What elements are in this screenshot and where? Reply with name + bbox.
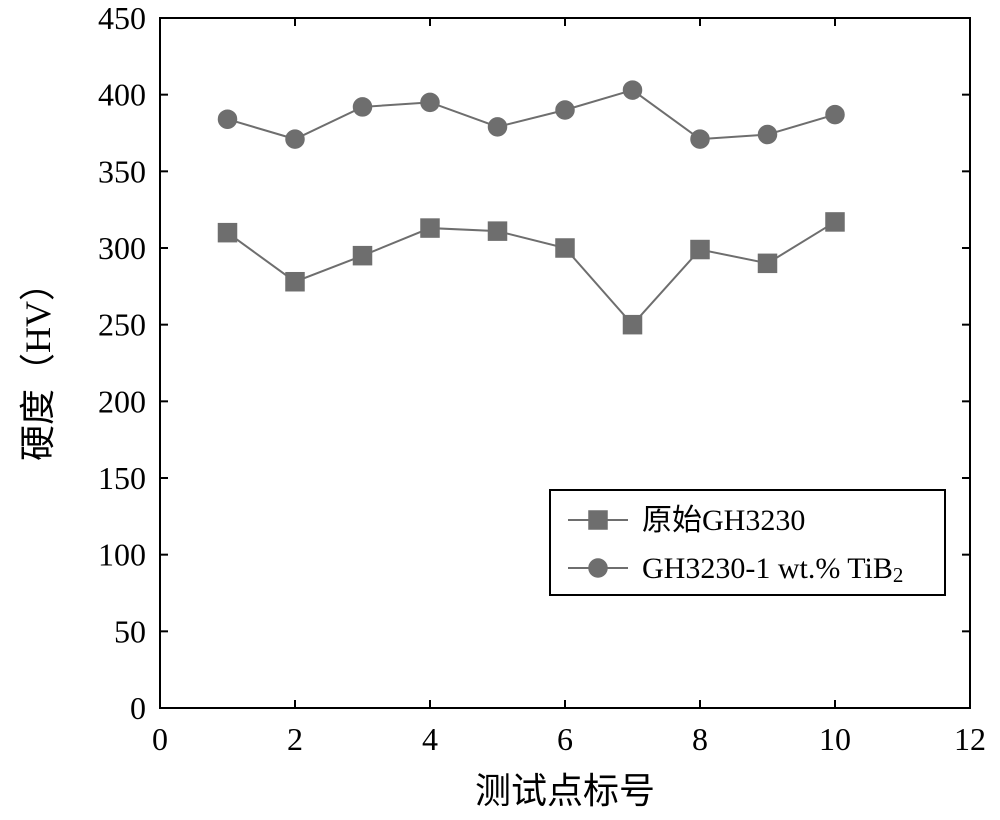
chart-svg: 0 2 4 6 8 10 12 0 50 100 150 200 250 300 350 400 450 测试点标… [0, 0, 1000, 820]
marker-square [759, 254, 777, 272]
x-tick-label: 4 [422, 721, 438, 757]
marker-circle [691, 130, 709, 148]
x-axis-label: 测试点标号 [475, 771, 655, 811]
marker-square [489, 222, 507, 240]
marker-circle [286, 130, 304, 148]
series-line [228, 222, 836, 325]
y-tick-label: 300 [98, 230, 146, 266]
y-tick-label: 250 [98, 307, 146, 343]
marker-circle [489, 118, 507, 136]
y-tick-label: 50 [114, 613, 146, 649]
y-tick-label: 350 [98, 153, 146, 189]
x-tick-label: 0 [152, 721, 168, 757]
marker-circle [421, 93, 439, 111]
marker-square [286, 273, 304, 291]
marker-square [421, 219, 439, 237]
legend-item-label: GH3230-1 wt.% TiB2 [642, 552, 903, 587]
y-tick-label: 0 [130, 690, 146, 726]
x-tick-label: 12 [954, 721, 986, 757]
marker-circle [354, 98, 372, 116]
y-tick-label: 200 [98, 383, 146, 419]
y-tick-label: 150 [98, 460, 146, 496]
marker-circle [589, 559, 607, 577]
marker-circle [556, 101, 574, 119]
x-tick-label: 6 [557, 721, 573, 757]
y-tick-label: 450 [98, 0, 146, 36]
series-line [228, 90, 836, 139]
y-tick-label: 400 [98, 77, 146, 113]
hardness-chart: 0 2 4 6 8 10 12 0 50 100 150 200 250 300 350 400 450 测试点标… [0, 0, 1000, 820]
y-axis-label: 硬度（HV） [18, 265, 58, 461]
x-tick-label: 2 [287, 721, 303, 757]
x-tick-label: 10 [819, 721, 851, 757]
marker-circle [219, 110, 237, 128]
marker-square [219, 224, 237, 242]
marker-square [826, 213, 844, 231]
marker-circle [826, 106, 844, 124]
legend-item-label: 原始GH3230 [642, 504, 805, 537]
y-tick-label: 100 [98, 537, 146, 573]
marker-square [556, 239, 574, 257]
marker-square [624, 316, 642, 334]
marker-square [354, 247, 372, 265]
marker-square [589, 511, 607, 529]
marker-square [691, 241, 709, 259]
marker-circle [624, 81, 642, 99]
plot-frame [160, 18, 970, 708]
marker-circle [759, 126, 777, 144]
x-tick-label: 8 [692, 721, 708, 757]
